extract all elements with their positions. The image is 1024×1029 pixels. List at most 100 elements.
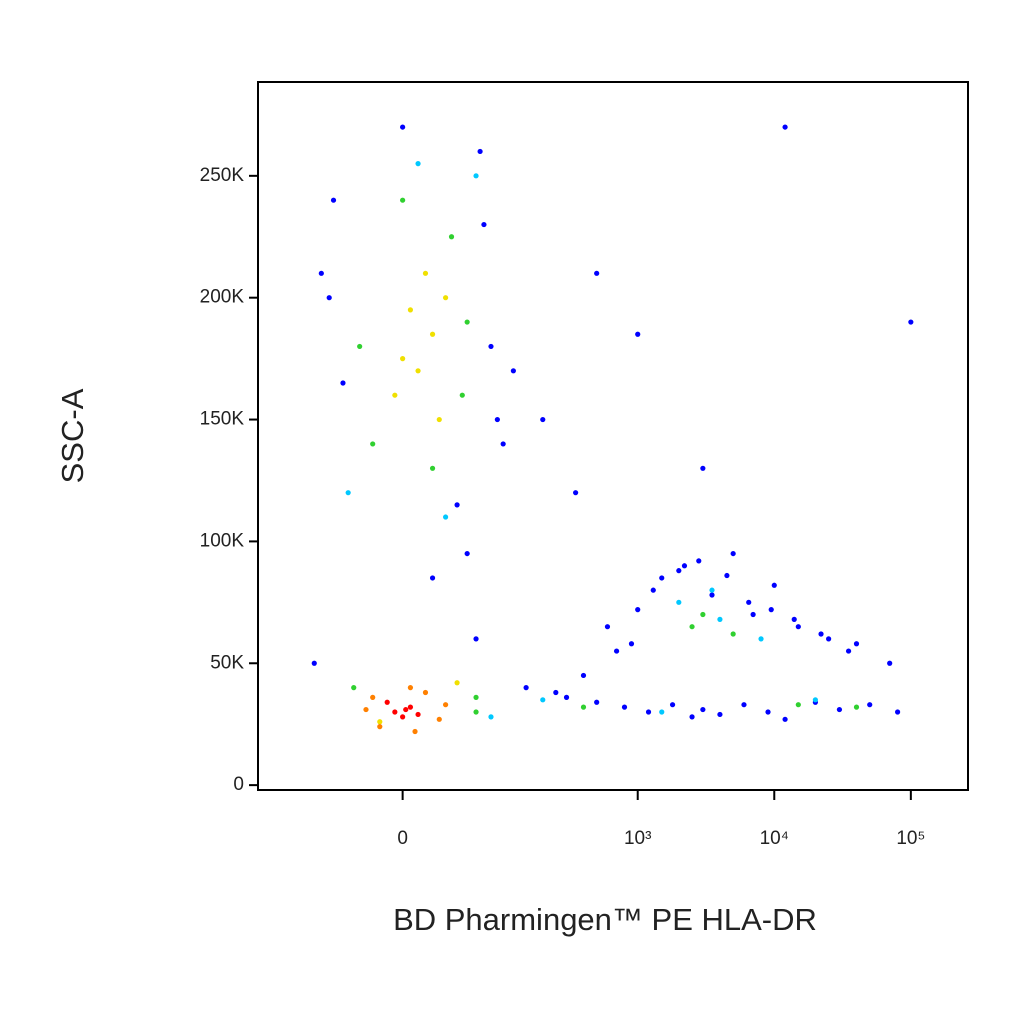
event-point: [580, 704, 587, 710]
event-point: [370, 441, 376, 447]
event-point: [887, 660, 893, 666]
event-point: [464, 550, 470, 557]
y-tick-label: 150K: [200, 409, 245, 430]
event-point: [363, 706, 369, 713]
event-point: [782, 124, 788, 130]
event-point: [477, 148, 483, 155]
event-point: [621, 704, 628, 710]
event-point: [473, 173, 479, 179]
event-point: [908, 319, 914, 325]
event-point: [473, 636, 479, 642]
y-tick-label: 50K: [210, 652, 244, 673]
event-point: [454, 502, 460, 508]
event-point: [523, 685, 529, 691]
event-point: [689, 624, 695, 630]
event-point: [481, 221, 487, 228]
event-point: [488, 714, 494, 720]
event-point: [473, 694, 479, 700]
event-point: [377, 724, 383, 730]
y-axis-label: SSC-A: [55, 388, 90, 483]
event-point: [318, 270, 324, 276]
event-point: [415, 161, 421, 167]
event-point: [765, 709, 771, 715]
event-point: [659, 575, 665, 581]
event-point: [500, 441, 506, 447]
event-point: [540, 416, 546, 423]
event-point: [659, 709, 665, 715]
plot-frame: [257, 81, 969, 791]
event-point: [442, 295, 449, 301]
event-point: [407, 307, 414, 313]
event-point: [494, 416, 500, 423]
y-tick-label: 200K: [200, 287, 245, 308]
event-point: [818, 631, 824, 637]
event-point: [473, 709, 479, 715]
event-point: [464, 319, 470, 325]
event-point: [758, 636, 764, 642]
event-point: [867, 702, 873, 708]
event-point: [422, 270, 429, 276]
event-point: [700, 465, 706, 471]
event-point: [717, 711, 723, 718]
event-point: [429, 331, 436, 337]
event-point: [771, 582, 777, 588]
event-point: [563, 694, 570, 700]
event-point: [357, 343, 363, 350]
y-tick-label: 250K: [200, 165, 245, 186]
event-point: [795, 624, 801, 630]
event-point: [400, 356, 406, 362]
event-point: [459, 392, 465, 398]
event-point: [400, 197, 406, 203]
y-tick-label: 100K: [200, 530, 245, 551]
event-point: [676, 568, 682, 574]
event-point: [553, 689, 559, 696]
event-point: [812, 697, 818, 703]
event-point: [669, 702, 676, 708]
event-point: [650, 587, 656, 593]
event-point: [709, 587, 715, 593]
event-point: [836, 706, 843, 713]
event-point: [510, 368, 516, 374]
event-point: [407, 685, 414, 691]
event-point: [340, 380, 346, 386]
event-point: [436, 716, 442, 722]
event-point: [392, 392, 398, 398]
event-point: [540, 697, 546, 703]
event-point: [326, 295, 332, 301]
event-point: [580, 672, 587, 679]
event-point: [746, 599, 752, 605]
event-point: [635, 607, 641, 613]
event-point: [676, 599, 682, 605]
y-tick-label: 0: [233, 774, 244, 795]
event-point: [370, 694, 376, 700]
event-point: [594, 270, 600, 276]
x-tick-label: 10⁵: [896, 828, 925, 849]
event-point: [826, 636, 832, 642]
event-point: [689, 714, 695, 720]
event-point: [594, 699, 600, 705]
event-point: [853, 641, 860, 647]
event-point: [730, 631, 736, 637]
event-point: [573, 490, 579, 496]
points: [311, 124, 914, 735]
event-point: [442, 514, 449, 520]
event-point: [351, 685, 357, 691]
event-point: [730, 550, 736, 557]
event-point: [422, 689, 429, 696]
event-point: [645, 709, 652, 715]
axes: 0 50K 100K 150K 200K 250K 0 10³ 10⁴ 10⁵: [200, 165, 926, 849]
x-tick-label: 0: [397, 828, 408, 849]
event-point: [604, 624, 611, 630]
event-point: [696, 558, 702, 564]
event-point: [681, 563, 688, 569]
x-tick-label: 10⁴: [760, 828, 789, 849]
event-point: [448, 234, 455, 240]
event-point: [311, 660, 317, 666]
x-axis-label: BD Pharmingen™ PE HLA-DR: [393, 902, 817, 937]
event-point: [400, 124, 406, 130]
event-point: [403, 706, 409, 713]
event-point: [709, 592, 715, 598]
event-point: [724, 572, 730, 579]
event-point: [415, 711, 421, 718]
